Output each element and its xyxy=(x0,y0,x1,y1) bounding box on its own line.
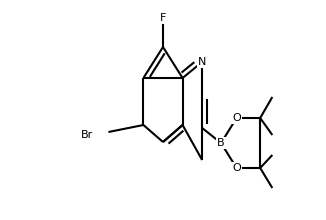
Text: B: B xyxy=(217,138,225,148)
Text: O: O xyxy=(232,163,241,173)
Text: Br: Br xyxy=(81,130,94,140)
Text: O: O xyxy=(232,113,241,123)
Text: N: N xyxy=(198,57,206,67)
Text: F: F xyxy=(160,13,166,23)
